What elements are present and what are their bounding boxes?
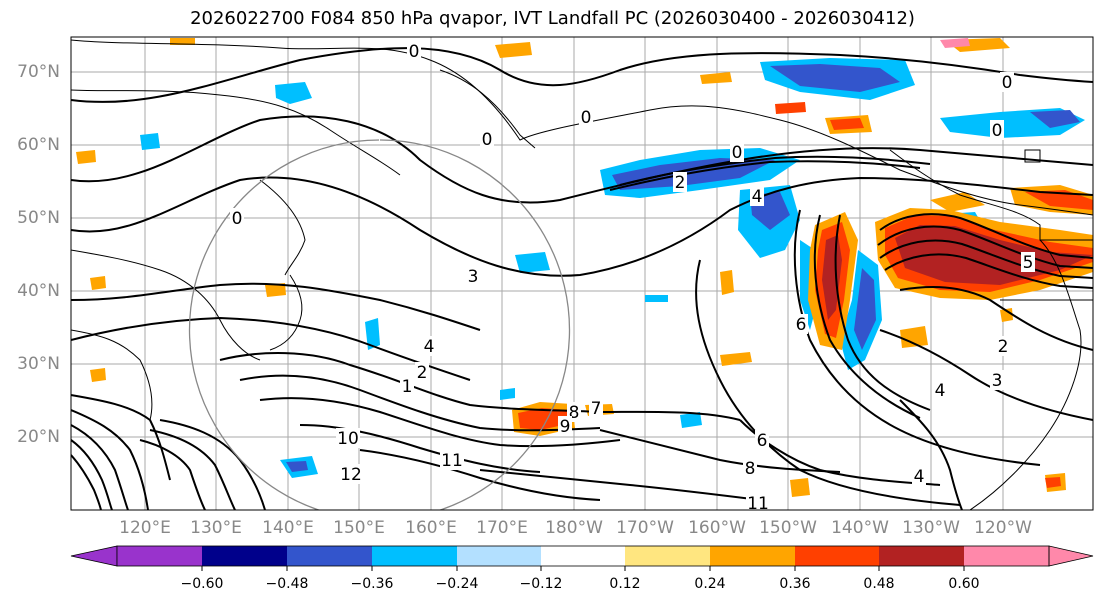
colorbar-tick-label: 0.60 (948, 576, 980, 592)
colorbar-tick-label: 0.48 (863, 576, 895, 592)
colorbar-tick-label: 0.24 (694, 576, 726, 592)
contour-label: 0 (409, 42, 420, 62)
contour-label: 0 (1002, 73, 1013, 93)
contour-label: 0 (581, 108, 592, 128)
lon-label: 180°W (545, 518, 603, 538)
lat-label: 40°N (17, 281, 60, 301)
colorbar-min-extend (70, 545, 118, 567)
contour-label: 0 (992, 121, 1003, 141)
contour-label: 4 (935, 381, 946, 401)
colorbar-seg (879, 546, 964, 566)
lat-label: 30°N (17, 354, 60, 374)
lat-label: 70°N (17, 62, 60, 82)
contour-label: 9 (560, 417, 571, 437)
colorbar-seg (541, 546, 625, 566)
colorbar (70, 545, 1094, 571)
contour-label: 3 (992, 371, 1003, 391)
lon-label: 140°W (831, 518, 889, 538)
colorbar-seg (202, 546, 287, 566)
contour-label: 4 (914, 467, 925, 487)
lat-label: 60°N (17, 135, 60, 155)
contour-label: 12 (340, 465, 362, 485)
contour-label: 6 (796, 315, 807, 335)
coastlines (71, 39, 1093, 510)
lon-label: 130°W (902, 518, 960, 538)
colorbar-seg (625, 546, 710, 566)
colorbar-border (116, 545, 1050, 567)
contour-label: 2 (417, 363, 428, 383)
contour-labels: 0 0 0 0 0 0 0 2 4 3 4 2 1 5 6 7 8 9 10 (230, 41, 1035, 514)
contour-label: 5 (1023, 253, 1034, 273)
contour-label: 2 (998, 337, 1009, 357)
lon-label: 170°W (616, 518, 674, 538)
contour-label: 6 (757, 431, 768, 451)
lon-label: 150°W (759, 518, 817, 538)
contour-label: 0 (232, 209, 243, 229)
lon-label: 150°E (333, 518, 385, 538)
contour-label: 4 (424, 337, 435, 357)
colorbar-seg (117, 546, 202, 566)
contour-label: 1 (402, 377, 413, 397)
lat-label: 20°N (17, 427, 60, 447)
colorbar-seg (287, 546, 372, 566)
lon-label: 120°E (119, 518, 171, 538)
colorbar-seg (964, 546, 1049, 566)
lon-label: 160°W (688, 518, 746, 538)
colorbar-tick-label: −0.12 (519, 576, 563, 592)
contour-label: 0 (482, 130, 493, 150)
lat-label: 50°N (17, 208, 60, 228)
contour-label: 10 (337, 429, 359, 449)
contour-label: 0 (732, 143, 743, 163)
contour-label: 11 (747, 494, 769, 514)
colorbar-seg (372, 546, 457, 566)
colorbar-seg (457, 546, 541, 566)
contour-label: 7 (591, 399, 602, 419)
contour-label: 8 (745, 459, 756, 479)
lon-label: 170°E (476, 518, 528, 538)
colorbar-tick-label: 0.36 (779, 576, 811, 592)
lon-label: 130°E (190, 518, 242, 538)
contour-label: 11 (441, 451, 463, 471)
colorbar-max-extend (1048, 545, 1094, 567)
colorbar-tick-label: −0.24 (435, 576, 479, 592)
map-title: 2026022700 F084 850 hPa qvapor, IVT Land… (190, 8, 915, 29)
lon-label: 120°W (974, 518, 1032, 538)
map-border (70, 36, 1094, 511)
colorbar-tick-label: −0.48 (265, 576, 309, 592)
lon-label: 160°E (405, 518, 457, 538)
colorbar-tick-label: −0.36 (350, 576, 394, 592)
contour-label: 3 (468, 267, 479, 287)
contour-label: 8 (569, 403, 580, 423)
colorbar-seg (710, 546, 795, 566)
contour-label: 2 (675, 173, 686, 193)
colorbar-tick-label: −0.60 (180, 576, 224, 592)
lon-label: 140°E (262, 518, 314, 538)
colorbar-tick-label: 0.12 (609, 576, 641, 592)
contour-label: 4 (752, 187, 763, 207)
colorbar-seg (795, 546, 879, 566)
